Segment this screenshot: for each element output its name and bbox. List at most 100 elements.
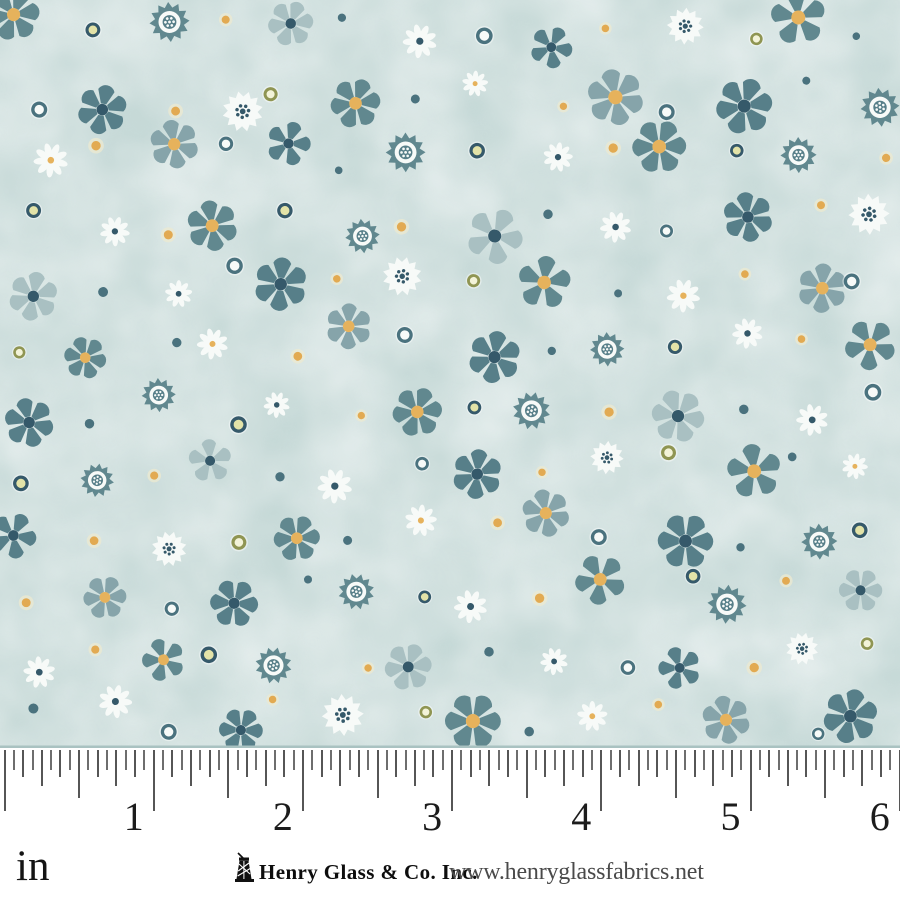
fabric-motif-pinwheel-slate	[702, 695, 750, 744]
fabric-motif-dot-yellow	[795, 332, 808, 346]
fabric-motif-gear-white	[590, 440, 624, 475]
ruler-tick	[441, 750, 444, 770]
fabric-motif-ring-pale	[466, 399, 483, 416]
unit-label: in	[16, 843, 50, 890]
fabric-motif-ring-white	[863, 382, 883, 403]
fabric-motif-pinwheel-dark	[531, 27, 573, 69]
fabric-motif-dot-teal	[98, 287, 109, 297]
fabric-motif-gear-teal	[141, 378, 176, 413]
fabric-motif-pinwheel-light	[384, 644, 432, 690]
ruler-tick	[320, 750, 323, 777]
brand-name: Henry Glass & Co. Inc.	[259, 860, 478, 884]
fabric-motif-ring-pale	[11, 474, 31, 493]
fabric-motif-ring-pale	[728, 142, 745, 159]
ruler-tick	[758, 750, 761, 770]
fabric-motif-dot-teal	[343, 535, 353, 545]
fabric-motif-pinwheel-dark	[255, 257, 306, 311]
fabric-motif-ring-pale	[417, 589, 433, 605]
fabric-motif-gear-white	[786, 632, 818, 665]
fabric-motif-daisy-yellow	[842, 453, 868, 480]
ruler-tick	[329, 750, 332, 770]
fabric-motif-dot-teal	[275, 472, 285, 482]
fabric-motif-pinwheel-light	[268, 1, 314, 46]
fabric-motif-ring-white	[474, 25, 495, 46]
fabric-motif-dot-yellow	[393, 218, 410, 235]
fabric-motif-pinwheel-light	[651, 390, 705, 442]
fabric-motif-dot-teal	[484, 647, 494, 657]
fabric-motif-dot-teal	[28, 703, 39, 714]
ruler-tick	[777, 750, 780, 770]
ruler-tick	[87, 750, 90, 770]
ruler-tick	[665, 750, 668, 770]
fabric-motif-pinwheel-light	[838, 570, 883, 611]
ruler-tick	[273, 750, 276, 770]
fabric-motif-ring-white	[159, 722, 179, 742]
fabric-motif-dot-yellow	[557, 100, 570, 113]
fabric-motif-daisy-yellow	[33, 143, 68, 178]
ruler-tick	[805, 750, 808, 777]
ruler-tick	[852, 750, 855, 770]
fabric-motif-pinwheel-yellow	[771, 0, 825, 43]
ruler-tick	[684, 750, 687, 770]
ruler-tick	[861, 750, 864, 786]
fabric-motif-pinwheel-light	[188, 439, 231, 481]
fabric-motif-dot-yellow	[88, 137, 104, 154]
ruler-number: 2	[272, 794, 293, 839]
fabric-motif-daisy-dark	[23, 656, 55, 688]
ruler-number: 3	[422, 794, 443, 839]
ruler-tick	[245, 750, 248, 777]
fabric-motif-gear-teal	[780, 137, 817, 174]
fabric-motif-gear-white	[848, 193, 890, 235]
ruler-tick	[674, 750, 677, 798]
fabric-motif-dot-teal	[852, 32, 861, 40]
ruler-tick	[115, 750, 118, 786]
fabric-motif-gear-teal	[707, 584, 747, 624]
fabric-motif-ring-pale	[850, 521, 869, 540]
fabric-motif-ring-white	[163, 600, 181, 618]
fabric-motif-pinwheel-dark	[658, 647, 699, 689]
fabric-motif-daisy-yellow	[577, 700, 608, 731]
fabric-motif-gear-teal	[801, 523, 838, 560]
fabric-motif-gear-teal	[338, 574, 374, 610]
lighthouse-logo-icon	[235, 852, 254, 882]
fabric-motif-ring-pale	[275, 201, 294, 220]
fabric-motif-dot-yellow	[330, 272, 344, 286]
ruler-number: 6	[869, 794, 890, 839]
fabric-motif-pinwheel-yellow	[392, 388, 443, 436]
fabric-motif-ring-pale	[84, 21, 102, 39]
fabric-motif-pinwheel-yellow	[273, 516, 320, 560]
ruler-tick	[236, 750, 239, 770]
ruler-tick	[898, 750, 900, 811]
fabric-motif-dot-yellow	[605, 140, 621, 156]
fabric-motif-ring-olive	[262, 85, 280, 103]
fabric-motif-gear-teal	[149, 1, 190, 43]
fabric-motif-ring-olive	[418, 704, 434, 720]
fabric-motif-daisy-dark	[453, 590, 487, 624]
ruler-tick	[12, 750, 15, 770]
ruler-tick	[740, 750, 743, 770]
fabric-motif-gear-teal	[345, 218, 380, 254]
fabric-motif-dot-teal	[337, 13, 347, 22]
fabric-motif-ring-olive	[859, 635, 875, 652]
fabric-motif-ring-olive	[748, 31, 764, 47]
fabric-motif-ring-white	[224, 256, 245, 276]
ruler-tick	[516, 750, 519, 770]
fabric-motif-gear-teal	[385, 132, 426, 173]
fabric-motif-ring-white	[29, 100, 49, 120]
ruler-tick	[880, 750, 882, 777]
fabric-motif-daisy-dark	[540, 648, 568, 676]
fabric-motif-dot-yellow	[147, 468, 162, 483]
fabric-motif-daisy-yellow	[666, 279, 700, 313]
fabric-motif-pinwheel-dark	[469, 331, 520, 384]
ruler-tick	[693, 750, 696, 777]
fabric-motif-dot-teal	[524, 726, 534, 737]
fabric-motif-dot-yellow	[18, 595, 34, 611]
ruler-tick	[730, 750, 733, 777]
fabric-swatch	[0, 0, 900, 748]
fabric-motif-ring-white	[619, 659, 637, 677]
fabric-motif-pinwheel-dark	[5, 398, 54, 447]
fabric-motif-pinwheel-dark	[0, 514, 37, 559]
fabric-motif-pinwheel-yellow	[575, 556, 625, 605]
fabric-motif-dot-teal	[334, 166, 343, 175]
